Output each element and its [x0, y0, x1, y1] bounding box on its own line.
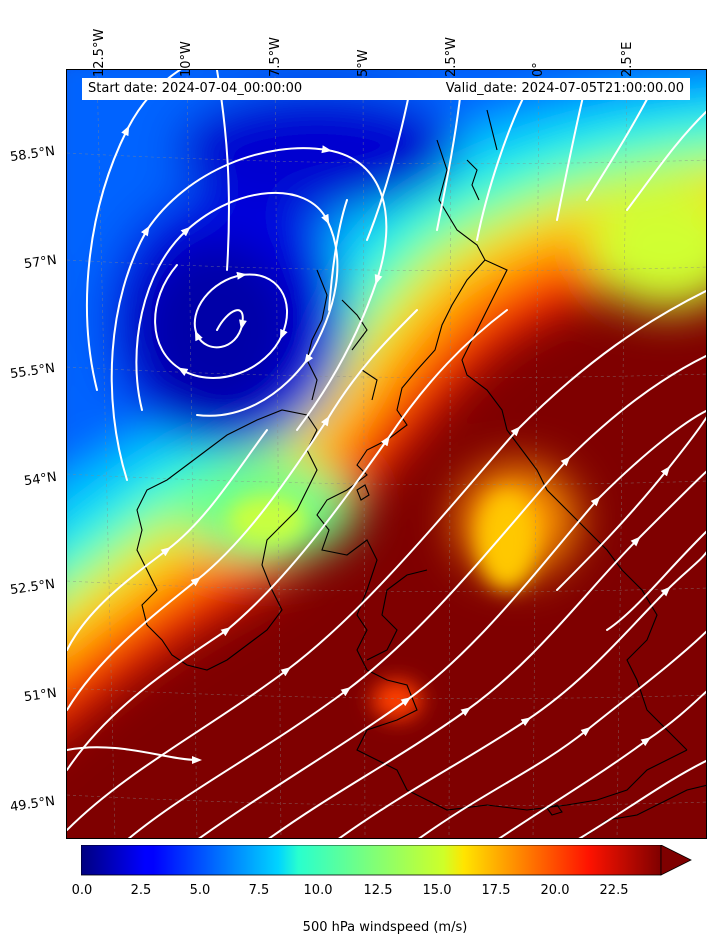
lon-label-10w: 10°W	[179, 41, 194, 77]
colorbar-tick: 0.0	[71, 883, 93, 898]
streamlines	[67, 70, 706, 838]
colorbar-tick: 22.5	[599, 883, 629, 898]
lat-label-52-5n: 52.5°N	[9, 576, 56, 599]
lat-label-55-5n: 55.5°N	[9, 360, 56, 383]
colorbar-tick: 5.0	[189, 883, 211, 898]
lat-label-57n: 57°N	[23, 252, 58, 273]
colorbar-label: 500 hPa windspeed (m/s)	[302, 920, 468, 935]
colorbar-tick: 10.0	[303, 883, 333, 898]
date-info-box	[82, 78, 690, 100]
lon-label-7-5w: 7.5°W	[268, 36, 283, 77]
lat-label-51n: 51°N	[23, 685, 58, 706]
colorbar-tick: 15.0	[422, 883, 452, 898]
map-area	[66, 69, 707, 839]
colorbar-tick: 12.5	[363, 883, 393, 898]
colorbar-tick: 17.5	[481, 883, 511, 898]
colorbar-tick: 7.5	[248, 883, 270, 898]
lon-label-5w: 5°W	[356, 49, 371, 77]
lat-label-58-5n: 58.5°N	[9, 143, 56, 166]
lon-label-0: 0°	[531, 62, 546, 77]
start-date-label: Start date: 2024-07-04_00:00:00	[88, 81, 303, 96]
colorbar	[81, 845, 692, 876]
lon-label-12-5w: 12.5°W	[92, 28, 107, 77]
colorbar-tick: 20.0	[540, 883, 570, 898]
lat-label-49-5n: 49.5°N	[9, 793, 56, 816]
wind-field-map	[67, 70, 706, 838]
lon-label-2-5w: 2.5°W	[444, 36, 459, 77]
lat-label-54n: 54°N	[23, 469, 58, 490]
valid-date-label: Valid_date: 2024-07-05T21:00:00.00	[445, 81, 684, 96]
colorbar-tick: 2.5	[130, 883, 152, 898]
lon-label-2-5e: 2.5°E	[620, 41, 635, 77]
